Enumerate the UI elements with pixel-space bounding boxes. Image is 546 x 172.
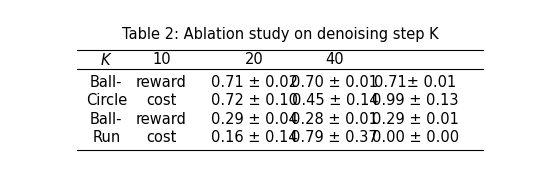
Text: 0.45 ± 0.14: 0.45 ± 0.14 [292, 93, 378, 108]
Text: $K$: $K$ [100, 52, 112, 68]
Text: 0.71± 0.01: 0.71± 0.01 [374, 75, 456, 90]
Text: Run: Run [92, 130, 121, 145]
Text: 0.79 ± 0.37: 0.79 ± 0.37 [292, 130, 378, 145]
Text: 0.28 ± 0.01: 0.28 ± 0.01 [292, 112, 378, 127]
Text: 0.99 ± 0.13: 0.99 ± 0.13 [372, 93, 459, 108]
Text: 0.71 ± 0.02: 0.71 ± 0.02 [211, 75, 298, 90]
Text: 10: 10 [152, 52, 171, 67]
Text: Table 2: Ablation study on denoising step K: Table 2: Ablation study on denoising ste… [122, 27, 438, 42]
Text: Ball-: Ball- [90, 112, 123, 127]
Text: 0.00 ± 0.00: 0.00 ± 0.00 [372, 130, 459, 145]
Text: cost: cost [146, 93, 176, 108]
Text: 0.70 ± 0.01: 0.70 ± 0.01 [292, 75, 378, 90]
Text: Circle: Circle [86, 93, 127, 108]
Text: Ball-: Ball- [90, 75, 123, 90]
Text: cost: cost [146, 130, 176, 145]
Text: 0.29 ± 0.04: 0.29 ± 0.04 [211, 112, 298, 127]
Text: reward: reward [136, 112, 187, 127]
Text: 0.29 ± 0.01: 0.29 ± 0.01 [372, 112, 459, 127]
Text: 0.72 ± 0.10: 0.72 ± 0.10 [211, 93, 298, 108]
Text: 40: 40 [325, 52, 344, 67]
Text: 0.16 ± 0.14: 0.16 ± 0.14 [211, 130, 298, 145]
Text: 20: 20 [245, 52, 264, 67]
Text: reward: reward [136, 75, 187, 90]
